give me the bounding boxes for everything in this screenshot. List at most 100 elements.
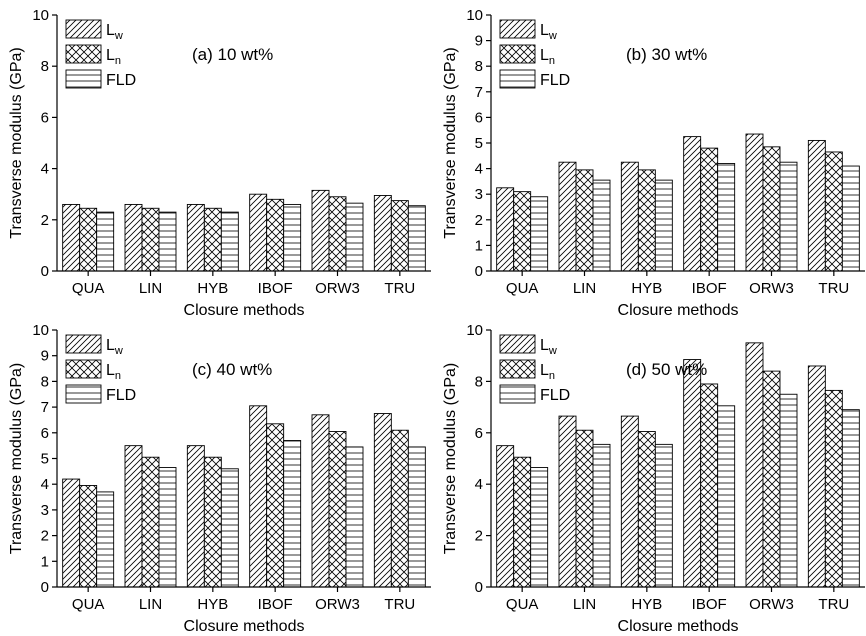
bar-qua-series-2 xyxy=(96,491,115,588)
bar-tru-series-1 xyxy=(390,429,409,588)
bar-hyb-series-1 xyxy=(637,431,656,588)
bar-hyb-series-0 xyxy=(620,161,639,272)
bar-ibof-series-1 xyxy=(700,383,719,588)
bar-hyb-series-2 xyxy=(654,179,673,272)
y-tick-label: 8 xyxy=(475,373,483,390)
y-tick-label: 0 xyxy=(41,579,49,596)
bar-tru-series-0 xyxy=(807,139,826,272)
bar-hyb-series-1 xyxy=(637,169,656,272)
x-tick-label: LIN xyxy=(573,596,596,613)
x-axis-title: Closure methods xyxy=(184,302,305,319)
bar-tru-series-1 xyxy=(824,389,843,588)
legend-label-1: Ln xyxy=(106,47,121,67)
x-axis-title: Closure methods xyxy=(618,618,739,635)
bar-orw3-series-0 xyxy=(311,189,330,272)
x-tick-label: LIN xyxy=(139,280,162,297)
bar-lin-series-2 xyxy=(592,443,611,588)
legend-swatch-2 xyxy=(65,384,102,404)
bar-ibof-series-2 xyxy=(717,405,736,588)
x-tick-label: ORW3 xyxy=(749,280,794,297)
chart-panel-1: QUA LIN HYB IBOF ORW3 TRU 0 1 2 3 4 5 6 7 8 9 10 Closure … xyxy=(442,7,865,319)
bar-tru-series-1 xyxy=(390,200,409,272)
bar-tru-series-2 xyxy=(841,165,860,272)
x-tick-label: IBOF xyxy=(692,280,727,297)
x-tick-label: HYB xyxy=(631,596,662,613)
bar-tru-series-2 xyxy=(407,205,426,272)
x-tick-label: ORW3 xyxy=(315,280,360,297)
legend-label-0: Lw xyxy=(106,337,123,357)
legend-swatch-1 xyxy=(65,359,102,379)
chart-panel-2: QUA LIN HYB IBOF ORW3 TRU 0 1 2 3 4 5 6 7 8 9 10 Closure … xyxy=(8,322,431,635)
y-tick-label: 8 xyxy=(41,373,49,390)
x-tick-label: QUA xyxy=(506,596,539,613)
bar-hyb-series-1 xyxy=(203,456,222,588)
bar-ibof-series-2 xyxy=(283,203,302,272)
bar-lin-series-2 xyxy=(158,467,177,588)
x-tick-label: QUA xyxy=(72,280,105,297)
bar-hyb-series-2 xyxy=(220,468,239,588)
y-axis-title: Transverse modulus (GPa) xyxy=(442,363,459,554)
bar-lin-series-0 xyxy=(558,415,577,588)
x-tick-label: LIN xyxy=(139,596,162,613)
y-tick-label: 10 xyxy=(466,322,483,339)
y-tick-label: 8 xyxy=(475,58,483,75)
bar-lin-series-1 xyxy=(141,207,160,272)
y-tick-label: 1 xyxy=(41,553,49,570)
bar-orw3-series-2 xyxy=(779,161,798,272)
bar-qua-series-2 xyxy=(530,196,549,272)
panel-label: (b) 30 wt% xyxy=(626,45,707,64)
x-tick-label: IBOF xyxy=(692,596,727,613)
y-tick-label: 6 xyxy=(475,109,483,126)
bar-lin-series-0 xyxy=(124,445,143,588)
bar-ibof-series-0 xyxy=(683,136,702,272)
y-tick-label: 9 xyxy=(41,348,49,365)
bar-hyb-series-0 xyxy=(186,203,205,272)
x-tick-label: QUA xyxy=(506,280,539,297)
bar-tru-series-0 xyxy=(373,413,392,588)
legend-label-0: Lw xyxy=(540,22,557,42)
bar-qua-series-0 xyxy=(62,203,81,272)
y-tick-label: 4 xyxy=(475,476,483,493)
bar-hyb-series-0 xyxy=(186,445,205,588)
y-tick-label: 7 xyxy=(41,399,49,416)
x-tick-label: TRU xyxy=(384,596,415,613)
bar-orw3-series-0 xyxy=(745,133,764,272)
bar-lin-series-1 xyxy=(575,169,594,272)
panel-label: (d) 50 wt% xyxy=(626,360,707,379)
bar-orw3-series-2 xyxy=(345,202,364,272)
bar-hyb-series-1 xyxy=(203,207,222,272)
y-tick-label: 5 xyxy=(41,451,49,468)
bar-qua-series-0 xyxy=(496,445,515,588)
bar-qua-series-1 xyxy=(79,207,98,272)
y-tick-label: 5 xyxy=(475,135,483,152)
x-tick-label: HYB xyxy=(631,280,662,297)
panel-label: (c) 40 wt% xyxy=(192,360,272,379)
bar-ibof-series-1 xyxy=(700,147,719,272)
bar-tru-series-0 xyxy=(373,195,392,272)
x-tick-label: TRU xyxy=(818,596,849,613)
y-tick-label: 3 xyxy=(475,186,483,203)
legend-swatch-0 xyxy=(65,334,102,354)
y-tick-label: 6 xyxy=(475,425,483,442)
bar-lin-series-2 xyxy=(158,211,177,272)
x-axis-title: Closure methods xyxy=(184,618,305,635)
legend-label-2: FLD xyxy=(540,72,570,89)
y-axis-title: Transverse modulus (GPa) xyxy=(442,47,459,238)
legend-label-1: Ln xyxy=(540,362,555,382)
bar-orw3-series-1 xyxy=(762,370,781,588)
x-tick-label: IBOF xyxy=(258,280,293,297)
y-tick-label: 2 xyxy=(41,212,49,229)
bar-qua-series-2 xyxy=(96,211,115,272)
y-tick-label: 2 xyxy=(41,528,49,545)
bar-qua-series-1 xyxy=(513,456,532,588)
bar-lin-series-2 xyxy=(592,179,611,272)
legend-label-2: FLD xyxy=(106,387,136,404)
legend-label-0: Lw xyxy=(106,22,123,42)
bar-ibof-series-0 xyxy=(249,193,268,272)
legend-swatch-0 xyxy=(65,19,102,39)
legend-label-2: FLD xyxy=(106,72,136,89)
bar-orw3-series-0 xyxy=(311,414,330,588)
y-tick-label: 8 xyxy=(41,58,49,75)
bar-qua-series-1 xyxy=(513,191,532,272)
